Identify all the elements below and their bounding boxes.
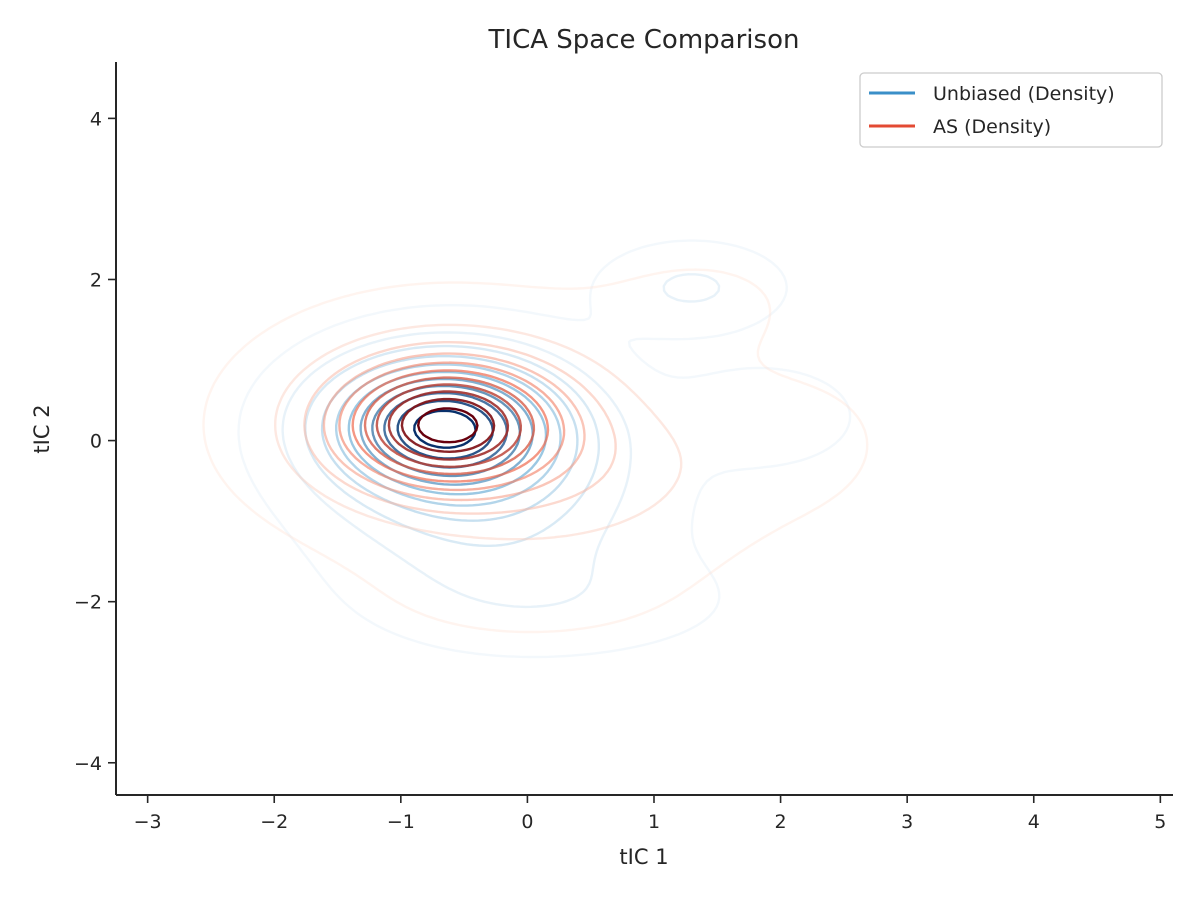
legend-box xyxy=(859,72,1163,148)
legend-label-as: AS (Density) xyxy=(933,116,1051,138)
x-axis-label: tIC 1 xyxy=(619,845,668,869)
x-tick-label: 2 xyxy=(775,811,787,833)
contour-level-line xyxy=(274,323,683,541)
y-axis-label: tIC 2 xyxy=(30,404,54,453)
y-tick-label: 0 xyxy=(90,431,102,453)
contour-level-line xyxy=(375,383,522,468)
contour-level-line xyxy=(363,376,536,476)
x-tick-label: −1 xyxy=(387,811,415,833)
x-tick-label: 5 xyxy=(1154,811,1166,833)
y-tick-label: 2 xyxy=(90,269,102,291)
x-axis-ticks: −3 −2 −1 0 1 2 3 4 5 xyxy=(134,795,1166,833)
contour-level-line xyxy=(304,344,600,547)
y-tick-label: −2 xyxy=(74,592,102,614)
contour-level-line xyxy=(417,407,479,444)
x-tick-label: 1 xyxy=(648,811,660,833)
y-tick-label: −4 xyxy=(74,753,102,775)
contour-level-line xyxy=(202,268,869,634)
x-tick-label: 0 xyxy=(521,811,533,833)
contour-level-line xyxy=(338,361,566,492)
y-tick-label: 4 xyxy=(90,108,102,130)
contour-level-line xyxy=(351,369,550,483)
contour-level-line xyxy=(237,239,852,659)
contour-level-line xyxy=(387,390,510,461)
contour-level-line xyxy=(322,352,586,502)
contour-level-line xyxy=(400,397,496,453)
x-tick-label: 3 xyxy=(901,811,913,833)
chart-title: TICA Space Comparison xyxy=(488,25,800,55)
x-tick-label: −2 xyxy=(260,811,288,833)
contour-level-line xyxy=(303,341,617,515)
y-axis-ticks: −4 −2 0 2 4 xyxy=(74,108,116,775)
contour-series-as xyxy=(202,268,869,634)
x-tick-label: 4 xyxy=(1028,811,1040,833)
legend: Unbiased (Density) AS (Density) xyxy=(859,72,1163,148)
contour-level-line xyxy=(320,354,579,522)
legend-label-unbiased: Unbiased (Density) xyxy=(933,83,1115,105)
contour-level-line xyxy=(281,273,721,609)
x-tick-label: −3 xyxy=(134,811,162,833)
contour-layer xyxy=(202,239,869,659)
